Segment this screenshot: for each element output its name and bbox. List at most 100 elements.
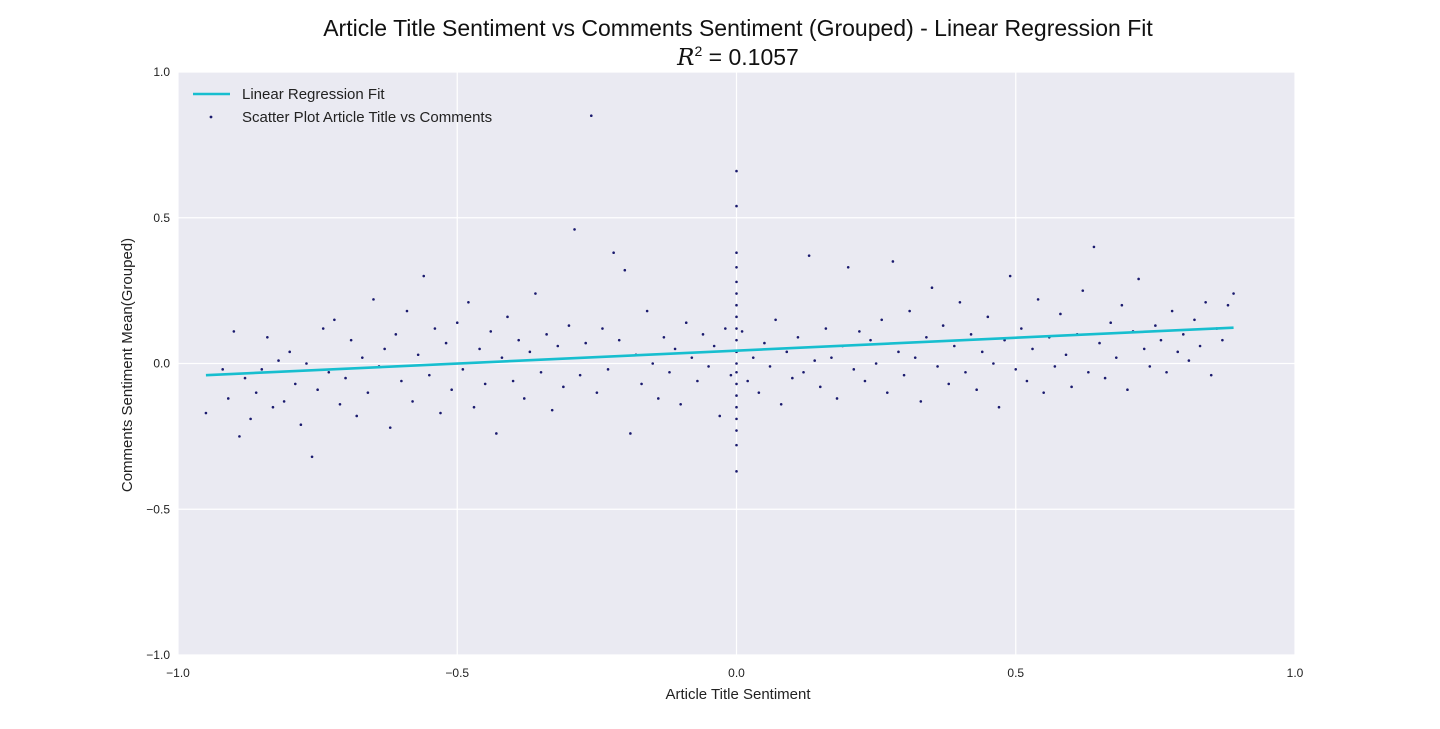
scatter-point bbox=[422, 274, 426, 278]
scatter-point bbox=[517, 338, 520, 342]
scatter-point bbox=[416, 353, 420, 357]
scatter-point bbox=[1232, 292, 1235, 295]
scatter-point bbox=[316, 388, 319, 392]
scatter-point bbox=[869, 338, 872, 342]
scatter-point bbox=[606, 368, 610, 371]
scatter-point bbox=[992, 362, 995, 365]
scatter-point bbox=[567, 324, 571, 327]
scatter-point bbox=[472, 405, 476, 409]
scatter-point bbox=[1103, 376, 1107, 380]
scatter-point bbox=[735, 338, 738, 342]
scatter-point bbox=[534, 292, 537, 295]
scatter-point bbox=[679, 403, 682, 406]
scatter-point bbox=[997, 405, 1001, 409]
scatter-point bbox=[1020, 327, 1023, 330]
y-tick-label: −0.5 bbox=[146, 502, 170, 516]
scatter-point bbox=[902, 373, 906, 377]
scatter-point bbox=[718, 414, 722, 418]
scatter-point bbox=[735, 405, 738, 409]
scatter-point bbox=[779, 403, 783, 406]
scatter-point bbox=[562, 385, 565, 389]
x-tick-label: −0.5 bbox=[445, 666, 469, 680]
r-squared-value: = 0.1057 bbox=[702, 44, 799, 70]
scatter-point bbox=[684, 321, 688, 324]
scatter-point bbox=[1070, 385, 1073, 389]
scatter-point bbox=[288, 350, 292, 354]
scatter-point bbox=[964, 370, 967, 374]
scatter-point bbox=[919, 400, 923, 403]
scatter-point bbox=[1025, 379, 1029, 383]
scatter-point bbox=[1170, 309, 1174, 313]
scatter-point bbox=[310, 455, 314, 459]
scatter-point bbox=[1226, 303, 1230, 307]
scatter-point bbox=[874, 362, 878, 365]
scatter-point bbox=[1114, 356, 1118, 359]
scatter-point bbox=[1221, 338, 1224, 342]
scatter-point bbox=[243, 376, 247, 380]
scatter-point bbox=[657, 397, 660, 400]
scatter-point bbox=[791, 376, 794, 380]
scatter-point bbox=[802, 370, 805, 374]
scatter-point bbox=[355, 414, 359, 418]
scatter-point bbox=[1053, 365, 1057, 368]
scatter-point bbox=[735, 251, 738, 255]
scatter-points bbox=[204, 114, 1235, 473]
scatter-point bbox=[584, 341, 588, 345]
scatter-point bbox=[1187, 359, 1191, 362]
scatter-point bbox=[891, 260, 895, 263]
scatter-point bbox=[880, 318, 884, 322]
scatter-point bbox=[1036, 298, 1040, 301]
scatter-point bbox=[785, 350, 789, 354]
scatter-point bbox=[483, 382, 487, 386]
scatter-point bbox=[539, 370, 543, 374]
scatter-point bbox=[690, 356, 694, 359]
legend-label-scatter: Scatter Plot Article Title vs Comments bbox=[242, 109, 492, 126]
scatter-point bbox=[913, 356, 917, 359]
scatter-point bbox=[522, 397, 526, 400]
scatter-point bbox=[645, 309, 649, 313]
x-axis-label: Article Title Sentiment bbox=[665, 686, 811, 703]
scatter-point bbox=[1182, 333, 1185, 336]
scatter-point bbox=[807, 254, 811, 257]
scatter-point bbox=[908, 309, 911, 313]
scatter-point bbox=[305, 362, 308, 365]
scatter-point bbox=[226, 397, 230, 400]
regression-line-group bbox=[205, 326, 1234, 377]
scatter-point bbox=[852, 368, 856, 371]
scatter-point bbox=[673, 347, 677, 351]
scatter-point bbox=[545, 333, 548, 336]
scatter-point bbox=[735, 370, 738, 374]
scatter-point bbox=[511, 379, 515, 383]
scatter-point bbox=[394, 333, 398, 336]
scatter-point bbox=[735, 417, 738, 421]
scatter-point bbox=[936, 365, 939, 368]
scatter-point bbox=[1008, 274, 1012, 278]
scatter-point bbox=[735, 169, 738, 173]
scatter-point bbox=[478, 347, 481, 351]
scatter-point bbox=[813, 359, 816, 362]
scatter-point bbox=[712, 344, 716, 348]
scatter-point bbox=[249, 417, 252, 421]
scatter-point bbox=[696, 379, 699, 383]
scatter-point bbox=[601, 327, 604, 330]
scatter-point bbox=[662, 335, 666, 339]
scatter-point bbox=[735, 327, 738, 330]
regression-line bbox=[205, 326, 1234, 377]
scatter-point bbox=[1142, 347, 1146, 351]
scatter-point bbox=[589, 114, 593, 118]
scatter-point bbox=[617, 338, 621, 342]
scatter-point bbox=[1159, 338, 1163, 342]
scatter-point bbox=[1031, 347, 1034, 351]
scatter-point bbox=[1126, 388, 1129, 392]
scatter-point bbox=[863, 379, 867, 383]
scatter-point bbox=[1176, 350, 1180, 354]
scatter-point bbox=[366, 391, 370, 394]
scatter-point bbox=[1209, 373, 1213, 377]
scatter-point bbox=[221, 368, 224, 371]
scatter-point bbox=[668, 370, 671, 374]
y-tick-labels: −1.0 −0.5 0.0 0.5 1.0 bbox=[146, 65, 170, 662]
scatter-point bbox=[1109, 321, 1112, 324]
scatter-point bbox=[333, 318, 336, 322]
scatter-point bbox=[735, 315, 738, 319]
scatter-point bbox=[768, 365, 772, 368]
